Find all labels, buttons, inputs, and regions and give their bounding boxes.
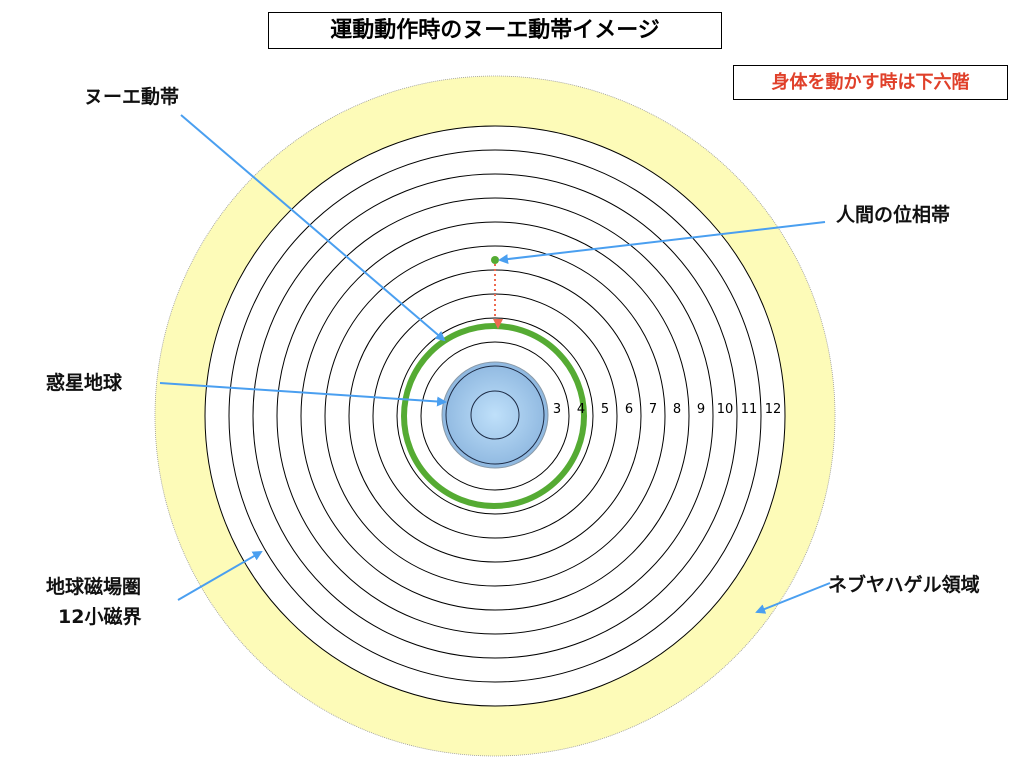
ring-number: 6 (625, 402, 633, 417)
ring-number: 3 (553, 402, 561, 417)
page-title: 運動動作時のヌーエ動帯イメージ (268, 12, 722, 49)
ring-number: 5 (601, 402, 609, 417)
nebuyahagel-arrow (755, 582, 831, 614)
label-human-phase-band: 人間の位相帯 (836, 204, 951, 226)
label-nue-band: ヌーエ動帯 (84, 86, 180, 108)
planet-earth-arrow (159, 382, 447, 407)
label-magnetosphere: 地球磁場圏 (46, 576, 142, 598)
planet-core (470, 390, 520, 440)
note-box: 身体を動かす時は下六階 (733, 65, 1008, 100)
human-phase-arrow (498, 221, 826, 265)
ring-number: 11 (741, 402, 758, 417)
ring-number: 9 (697, 402, 705, 417)
magnetosphere-arrow (177, 550, 263, 601)
ring-number: 10 (717, 402, 734, 417)
nue-band-arrow (180, 114, 446, 342)
label-12-small-fields: 12小磁界 (58, 606, 142, 628)
human-phase-dot (491, 256, 499, 264)
label-planet-earth: 惑星地球 (46, 372, 123, 394)
ring-number: 8 (673, 402, 681, 417)
ring-number: 7 (649, 402, 657, 417)
planet-earth (441, 361, 549, 469)
ring-number: 12 (765, 402, 782, 417)
planet-mantle-ring (445, 365, 545, 465)
ring-numbers: 3 4 5 6 7 8 9 10 11 12 (553, 402, 781, 417)
label-nebuyahagel: ネブヤハゲル領域 (828, 574, 980, 596)
ring-number: 4 (577, 402, 585, 417)
